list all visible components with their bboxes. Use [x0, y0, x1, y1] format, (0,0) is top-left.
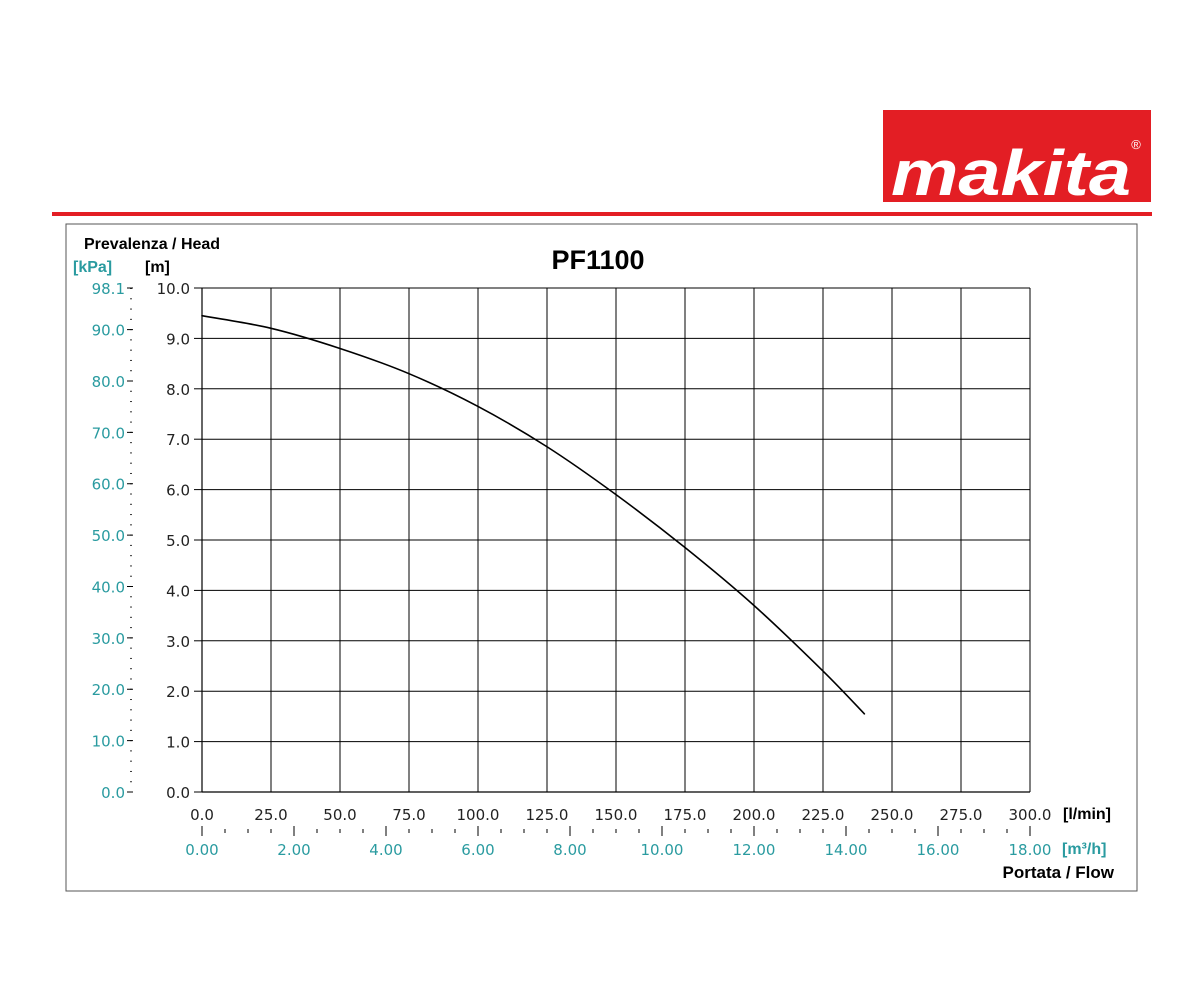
- curve-point: [408, 372, 410, 375]
- y2-tick-label: 90.0: [92, 322, 125, 340]
- x2-tick-label: 16.00: [917, 841, 960, 859]
- curve-point: [863, 713, 866, 715]
- curve-point: [339, 347, 341, 350]
- header-rule: [52, 212, 1152, 216]
- x-tick-label: 175.0: [664, 806, 707, 824]
- curve-point: [753, 604, 755, 607]
- y-tick-label: 2.0: [166, 683, 190, 701]
- y-tick-label: 4.0: [166, 582, 190, 600]
- x2-tick-label: 10.00: [641, 841, 684, 859]
- y-tick-label: 0.0: [166, 784, 190, 802]
- curve-point: [684, 546, 686, 549]
- x2-tick-label: 2.00: [277, 841, 310, 859]
- curve-point: [477, 405, 479, 408]
- y-tick-label: 5.0: [166, 532, 190, 550]
- axes: [127, 287, 1031, 836]
- x-tick-label: 125.0: [526, 806, 569, 824]
- makita-logo: makita ®: [883, 110, 1151, 209]
- y-tick-label: 7.0: [166, 431, 190, 449]
- y2-tick-label: 20.0: [92, 681, 125, 699]
- x-tick-label: 275.0: [940, 806, 983, 824]
- x2-tick-label: 8.00: [553, 841, 586, 859]
- curve-point: [270, 327, 272, 330]
- x-tick-label: 300.0: [1009, 806, 1052, 824]
- x-tick-label: 75.0: [392, 806, 425, 824]
- y-tick-label: 1.0: [166, 734, 190, 752]
- x2-tick-label: 6.00: [461, 841, 494, 859]
- chart-title: PF1100: [551, 245, 644, 275]
- y2-tick-label: 40.0: [92, 578, 125, 596]
- y-tick-label: 9.0: [166, 330, 190, 348]
- curve-point: [822, 670, 824, 672]
- y-tick-label: 6.0: [166, 482, 190, 500]
- x-tick-label: 225.0: [802, 806, 845, 824]
- y2-tick-label: 70.0: [92, 424, 125, 442]
- grid: [201, 287, 1031, 793]
- y-axis-secondary-unit: [kPa]: [73, 259, 112, 276]
- tick-labels: 0.0 25.0 50.0 75.0 100.0 125.0 150.0 175.0 200.0…: [92, 280, 1052, 859]
- y-axis-primary-unit: [m]: [145, 259, 170, 276]
- x-tick-label: 150.0: [595, 806, 638, 824]
- x-tick-label: 250.0: [871, 806, 914, 824]
- x2-tick-label: 0.00: [185, 841, 218, 859]
- registered-mark: ®: [1131, 137, 1141, 152]
- y-axis-label: Prevalenza / Head: [84, 236, 220, 253]
- x-tick-label: 50.0: [323, 806, 356, 824]
- y2-tick-label: 30.0: [92, 630, 125, 648]
- x2-tick-label: 12.00: [733, 841, 776, 859]
- x-tick-label: 200.0: [733, 806, 776, 824]
- y2-tick-label: 60.0: [92, 476, 125, 494]
- logo-background: [883, 110, 1151, 202]
- x-axis-label: Portata / Flow: [1003, 863, 1115, 882]
- y-tick-label: 10.0: [157, 280, 190, 298]
- curve-point: [201, 314, 203, 317]
- y2-tick-label: 50.0: [92, 527, 125, 545]
- y2-tick-label: 98.1: [92, 280, 125, 298]
- x-tick-label: 100.0: [457, 806, 500, 824]
- x-axis-secondary-unit: [m³/h]: [1062, 841, 1106, 858]
- y2-tick-label: 10.0: [92, 733, 125, 751]
- chart-frame: [65, 223, 1138, 892]
- logo-wordmark: makita: [891, 137, 1131, 209]
- y2-tick-label: 80.0: [92, 373, 125, 391]
- x2-tick-label: 14.00: [825, 841, 868, 859]
- x2-tick-label: 4.00: [369, 841, 402, 859]
- y-tick-label: 8.0: [166, 381, 190, 399]
- x2-tick-label: 18.00: [1009, 841, 1052, 859]
- y2-tick-label: 0.0: [101, 784, 125, 802]
- x-tick-label: 25.0: [254, 806, 287, 824]
- performance-curve: [201, 314, 865, 715]
- curve-point: [546, 445, 548, 448]
- x-tick-label: 0.0: [190, 806, 214, 824]
- y-tick-label: 3.0: [166, 633, 190, 651]
- x-axis-primary-unit: [l/min]: [1063, 806, 1111, 823]
- series: [201, 314, 866, 715]
- curve-point: [615, 493, 617, 496]
